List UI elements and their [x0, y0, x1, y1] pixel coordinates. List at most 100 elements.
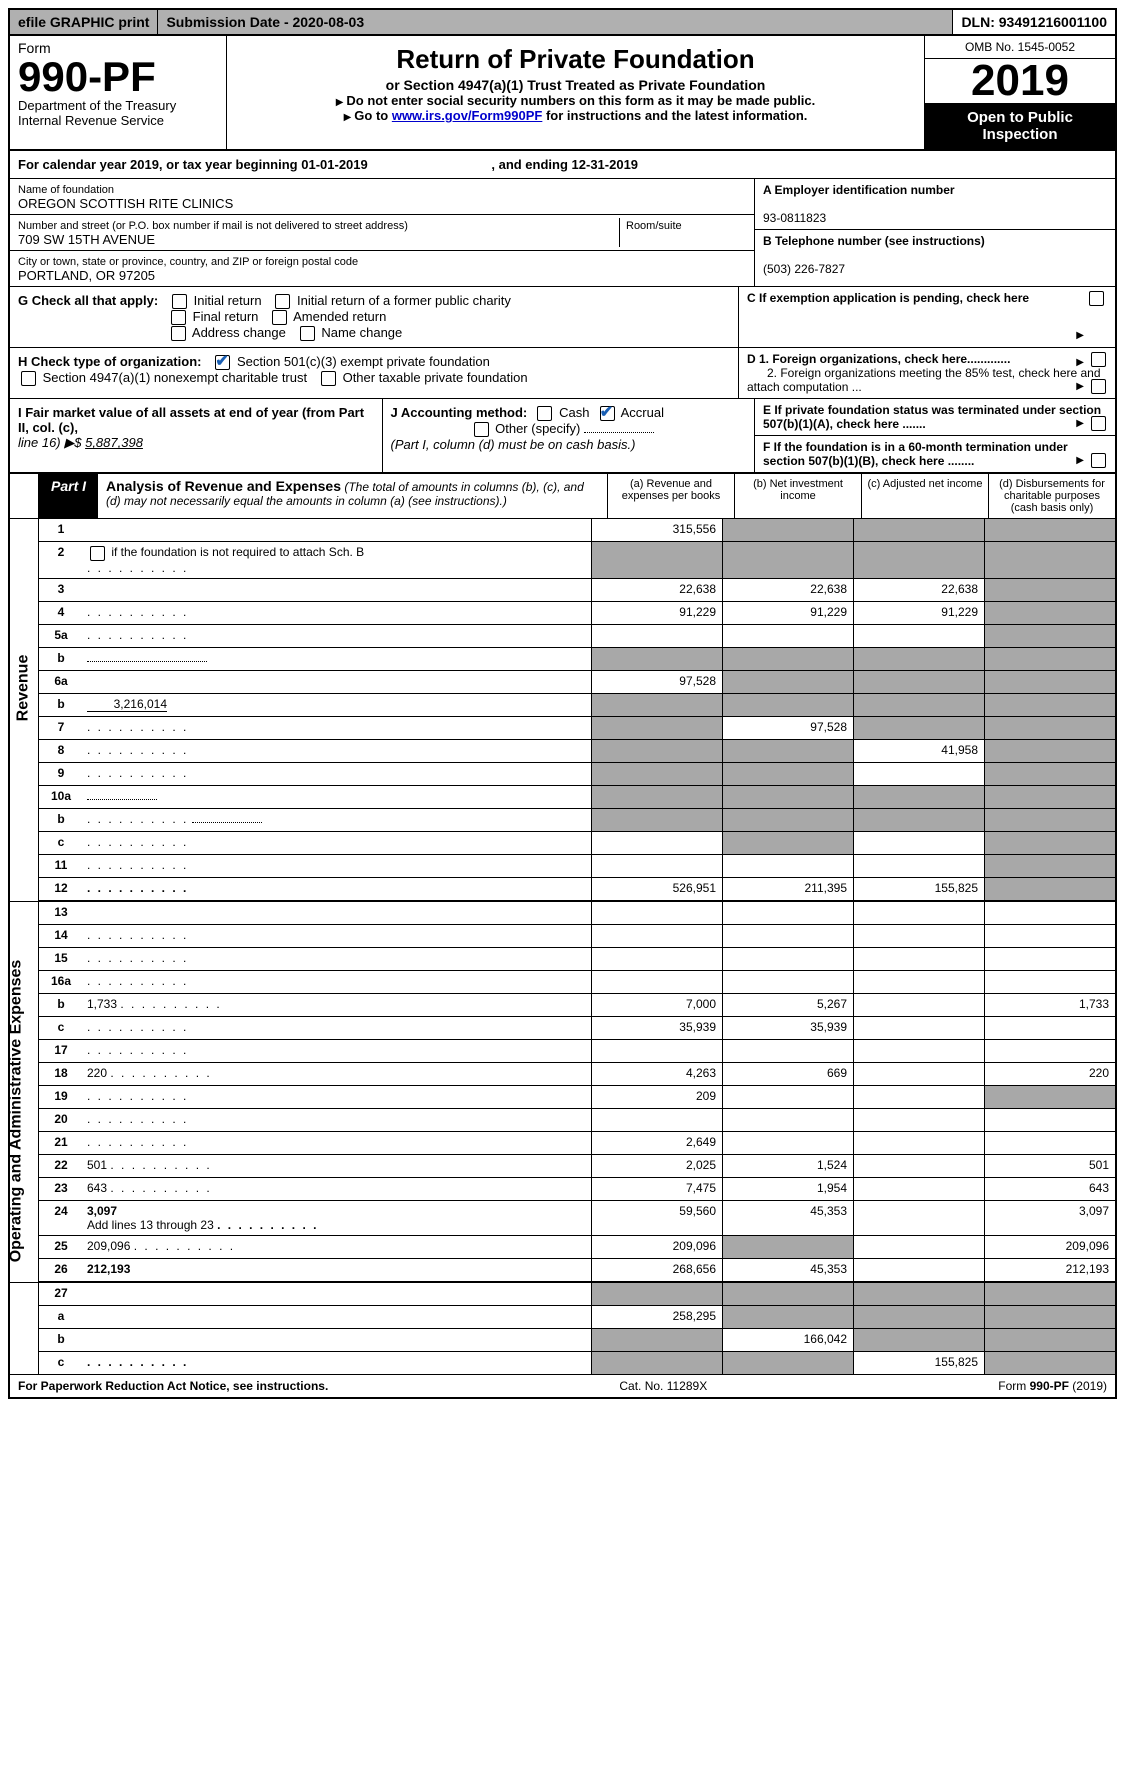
d1-label: D 1. Foreign organizations, check here..… [747, 352, 1010, 366]
part1-label: Part I [39, 474, 98, 518]
cb-d1[interactable] [1091, 352, 1106, 367]
footer: For Paperwork Reduction Act Notice, see … [10, 1374, 1115, 1397]
revenue-section: Revenue 1315,556 2 if the foundation is … [10, 519, 1115, 900]
row-12: 12 526,951211,395155,825 [39, 878, 1115, 901]
form-no-big: 990-PF [18, 53, 156, 100]
irs-label: Internal Revenue Service [18, 113, 218, 128]
h-block: H Check type of organization: Section 50… [10, 348, 738, 398]
footer-right: Form 990-PF (2019) [998, 1379, 1107, 1393]
inst1: Do not enter social security numbers on … [233, 93, 918, 108]
ef-block: E If private foundation status was termi… [754, 399, 1115, 472]
row-24: 243,097Add lines 13 through 23 59,56045,… [39, 1201, 1115, 1236]
cb-amended[interactable] [272, 310, 287, 325]
tel: (503) 226-7827 [763, 262, 845, 276]
cb-initial-former[interactable] [275, 294, 290, 309]
d2-label: 2. Foreign organizations meeting the 85%… [747, 366, 1101, 394]
cb-name-change[interactable] [300, 326, 315, 341]
cb-initial[interactable] [172, 294, 187, 309]
info-right: A Employer identification number 93-0811… [754, 179, 1115, 286]
city-label: City or town, state or province, country… [18, 256, 358, 268]
row-3: 322,63822,63822,638 [39, 579, 1115, 602]
foundation-name-block: Name of foundation OREGON SCOTTISH RITE … [10, 179, 754, 215]
row-1: 1315,556 [39, 519, 1115, 542]
d-block: D 1. Foreign organizations, check here..… [738, 348, 1115, 398]
header-right: OMB No. 1545-0052 2019 Open to Public In… [924, 36, 1115, 149]
cb-other-tax[interactable] [321, 371, 336, 386]
info-grid: Name of foundation OREGON SCOTTISH RITE … [10, 179, 1115, 287]
row-13: 13 [39, 902, 1115, 925]
row-27: 27 [39, 1283, 1115, 1306]
j-label: J Accounting method: [391, 405, 528, 420]
form-title: Return of Private Foundation [233, 44, 918, 75]
row-19: 19 209 [39, 1086, 1115, 1109]
info-left: Name of foundation OREGON SCOTTISH RITE … [10, 179, 754, 286]
ein-label: A Employer identification number [763, 183, 955, 197]
ein: 93-0811823 [763, 211, 826, 225]
row-10b: b [39, 809, 1115, 832]
cb-f[interactable] [1091, 453, 1106, 468]
expenses-section: Operating and Administrative Expenses 13… [10, 901, 1115, 1282]
cb-schb[interactable] [90, 546, 105, 561]
c-label: C If exemption application is pending, c… [747, 291, 1029, 305]
row-18: 18220 4,263669220 [39, 1063, 1115, 1086]
row-g-c: G Check all that apply: Initial return I… [10, 287, 1115, 348]
tel-block: B Telephone number (see instructions) (5… [755, 230, 1115, 280]
i-line16: line 16) ▶$ 5,887,398 [18, 435, 143, 450]
row-10a: 10a [39, 786, 1115, 809]
row-6a: 6a97,528 [39, 671, 1115, 694]
col-c-head: (c) Adjusted net income [861, 474, 988, 518]
cb-final[interactable] [171, 310, 186, 325]
row-5b: b [39, 648, 1115, 671]
calendar-row: For calendar year 2019, or tax year begi… [10, 151, 1115, 179]
foundation-name: OREGON SCOTTISH RITE CLINICS [18, 196, 233, 211]
h-label: H Check type of organization: [18, 354, 201, 369]
f-label: F If the foundation is in a 60-month ter… [763, 440, 1068, 468]
header: Form 990-PF Department of the Treasury I… [10, 36, 1115, 151]
dln-label: DLN: 93491216001100 [953, 10, 1115, 34]
row-5a: 5a [39, 625, 1115, 648]
part1-header: Part I Analysis of Revenue and Expenses … [10, 472, 1115, 519]
row-11: 11 [39, 855, 1115, 878]
name-label: Name of foundation [18, 184, 114, 196]
row-15: 15 [39, 948, 1115, 971]
row-16c: c 35,93935,939 [39, 1017, 1115, 1040]
cb-e[interactable] [1091, 416, 1106, 431]
form-subtitle: or Section 4947(a)(1) Trust Treated as P… [233, 77, 918, 93]
col-d-head: (d) Disbursements for charitable purpose… [988, 474, 1115, 518]
row-h-d: H Check type of organization: Section 50… [10, 348, 1115, 399]
cb-c[interactable] [1089, 291, 1104, 306]
cb-accrual[interactable] [600, 406, 615, 421]
open-public: Open to Public Inspection [925, 103, 1115, 149]
irs-link[interactable]: www.irs.gov/Form990PF [392, 108, 543, 123]
row-2: 2 if the foundation is not required to a… [39, 542, 1115, 578]
tel-label: B Telephone number (see instructions) [763, 234, 985, 248]
room-label: Room/suite [626, 220, 682, 232]
j-block: J Accounting method: Cash Accrual Other … [383, 399, 755, 472]
row-16b: b1,733 7,0005,2671,733 [39, 994, 1115, 1017]
cb-4947[interactable] [21, 371, 36, 386]
cb-cash[interactable] [537, 406, 552, 421]
f-block: F If the foundation is in a 60-month ter… [755, 436, 1115, 472]
row-20: 20 [39, 1109, 1115, 1132]
row-26: 26212,193268,65645,353212,193 [39, 1259, 1115, 1282]
row-16a: 16a [39, 971, 1115, 994]
ein-block: A Employer identification number 93-0811… [755, 179, 1115, 230]
submission-date: Submission Date - 2020-08-03 [158, 10, 953, 34]
net-section: 27 a258,295 b166,042 c 155,825 [10, 1282, 1115, 1374]
cb-501c3[interactable] [215, 355, 230, 370]
cb-addr-change[interactable] [171, 326, 186, 341]
row-4: 4 91,22991,22991,229 [39, 602, 1115, 625]
row-27b: b166,042 [39, 1329, 1115, 1352]
address: 709 SW 15TH AVENUE [18, 232, 155, 247]
city-block: City or town, state or province, country… [10, 251, 754, 286]
cb-d2[interactable] [1091, 379, 1106, 394]
row-25: 25209,096 209,096209,096 [39, 1236, 1115, 1259]
c-block: C If exemption application is pending, c… [738, 287, 1115, 347]
row-ij-ef: I Fair market value of all assets at end… [10, 399, 1115, 472]
cb-other-acct[interactable] [474, 422, 489, 437]
revenue-rows: 1315,556 2 if the foundation is not requ… [39, 519, 1115, 900]
header-left: Form 990-PF Department of the Treasury I… [10, 36, 227, 149]
row-10c: c [39, 832, 1115, 855]
i-label: I Fair market value of all assets at end… [18, 405, 364, 435]
i-block: I Fair market value of all assets at end… [10, 399, 383, 472]
